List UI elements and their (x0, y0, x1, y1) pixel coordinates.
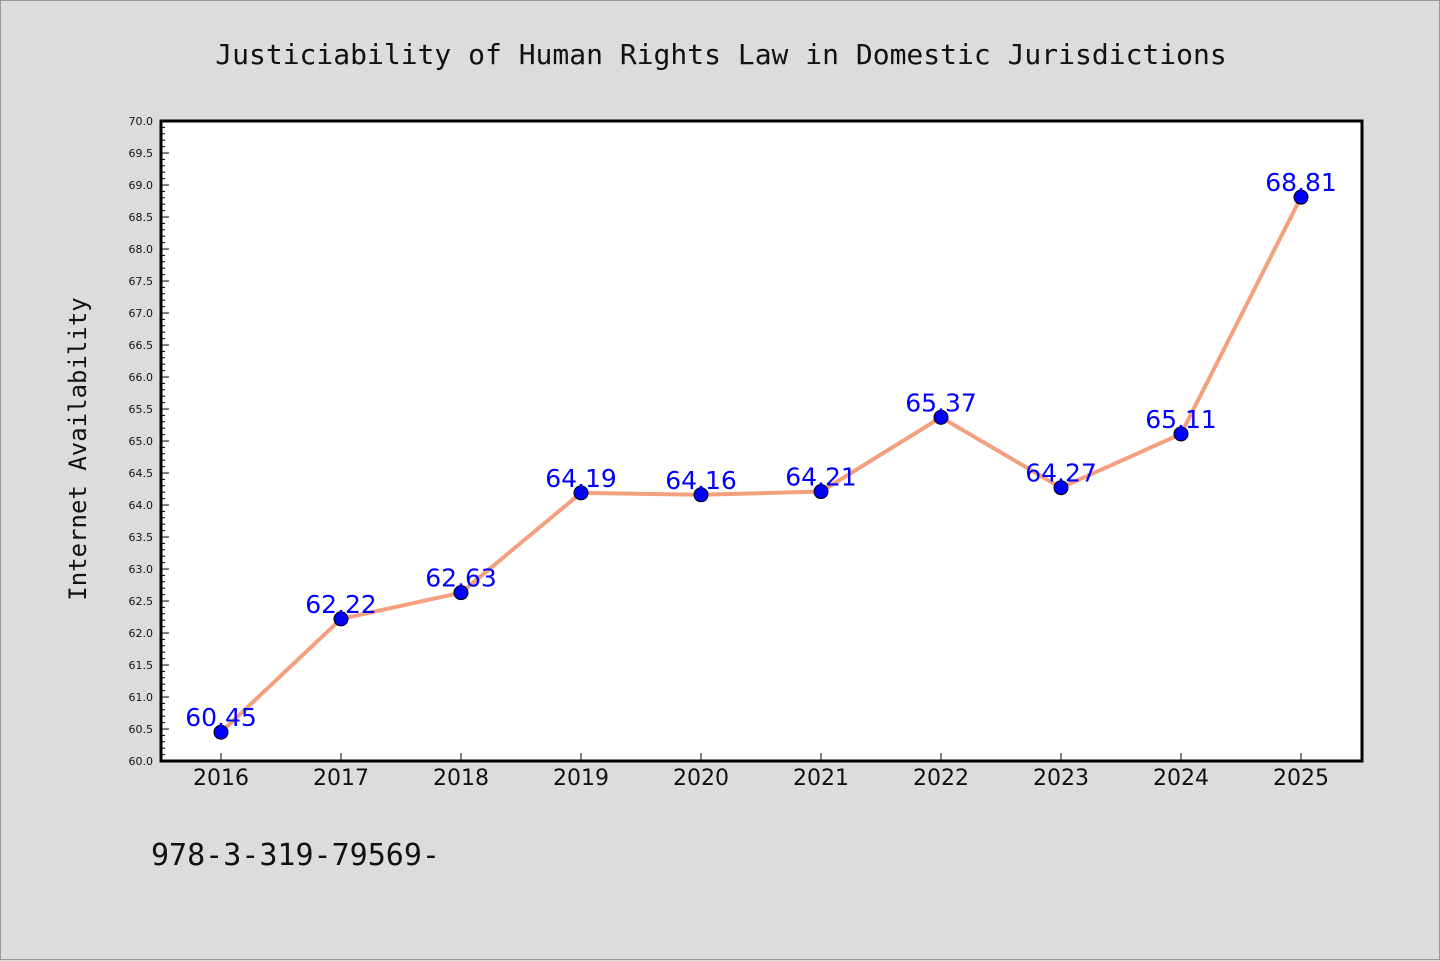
x-tick-label: 2022 (913, 766, 969, 791)
data-point (933, 409, 949, 425)
y-tick-label: 65.0 (129, 435, 154, 448)
data-point (1293, 189, 1309, 205)
data-point (453, 585, 469, 601)
data-label: 64.27 (1025, 459, 1097, 488)
series-line (219, 195, 1303, 735)
y-tick-label: 70.0 (129, 115, 154, 128)
x-tick-label: 2023 (1033, 766, 1089, 791)
y-tick-label: 67.0 (129, 307, 154, 320)
x-tick-label: 2024 (1153, 766, 1209, 791)
data-label: 65.37 (905, 388, 977, 417)
series-layer (213, 189, 1309, 740)
y-tick-label: 63.5 (129, 531, 154, 544)
x-tick-label: 2017 (313, 766, 369, 791)
y-tick-label: 68.0 (129, 243, 154, 256)
y-tick-label: 69.0 (129, 179, 154, 192)
y-tick-label: 64.5 (129, 467, 154, 480)
y-tick-label: 64.0 (129, 499, 154, 512)
data-point (693, 487, 709, 503)
y-tick-label: 62.5 (129, 595, 154, 608)
data-label: 64.16 (665, 466, 737, 495)
data-point (333, 611, 349, 627)
x-tick-label: 2018 (433, 766, 489, 791)
y-axis-label: Internet Availability (64, 297, 92, 600)
y-tick-label: 63.0 (129, 563, 154, 576)
data-point (1053, 480, 1069, 496)
x-tick-label: 2021 (793, 766, 849, 791)
chart-title: Justiciability of Human Rights Law in Do… (215, 38, 1226, 71)
y-tick-label: 66.0 (129, 371, 154, 384)
data-label: 62.63 (425, 564, 497, 593)
data-point (573, 485, 589, 501)
data-labels: 60.45 62.22 62.63 64.19 64.16 64.21 65.37 64.27… (185, 168, 1337, 732)
data-label: 64.21 (785, 463, 857, 492)
data-label: 64.19 (545, 464, 617, 493)
y-tick-label: 60.0 (129, 755, 154, 768)
y-tick-label: 61.0 (129, 691, 154, 704)
x-tick-label: 2016 (193, 766, 249, 791)
data-label: 60.45 (185, 703, 257, 732)
footnote: 978-3-319-79569- (151, 838, 440, 873)
y-tick-label: 65.5 (129, 403, 154, 416)
data-label: 62.22 (305, 590, 377, 619)
x-axis: 2016 2017 2018 2019 2020 2021 2022 2023 2024 2025 (193, 753, 1329, 791)
y-tick-label: 62.0 (129, 627, 154, 640)
data-point (813, 484, 829, 500)
y-tick-label: 68.5 (129, 211, 154, 224)
data-label: 68.81 (1265, 168, 1337, 197)
data-label: 65.11 (1145, 405, 1217, 434)
x-tick-label: 2020 (673, 766, 729, 791)
y-tick-label: 66.5 (129, 339, 154, 352)
y-tick-label: 61.5 (129, 659, 154, 672)
data-point (1173, 426, 1189, 442)
x-tick-label: 2019 (553, 766, 609, 791)
y-tick-label: 67.5 (129, 275, 154, 288)
data-point (213, 724, 229, 740)
x-tick-label: 2025 (1273, 766, 1329, 791)
y-axis: 60.0 60.5 61.0 61.5 62.0 62.5 63.0 63.5 64.0 64.5… (129, 115, 169, 768)
y-tick-label: 69.5 (129, 147, 154, 160)
y-tick-label: 60.5 (129, 723, 154, 736)
